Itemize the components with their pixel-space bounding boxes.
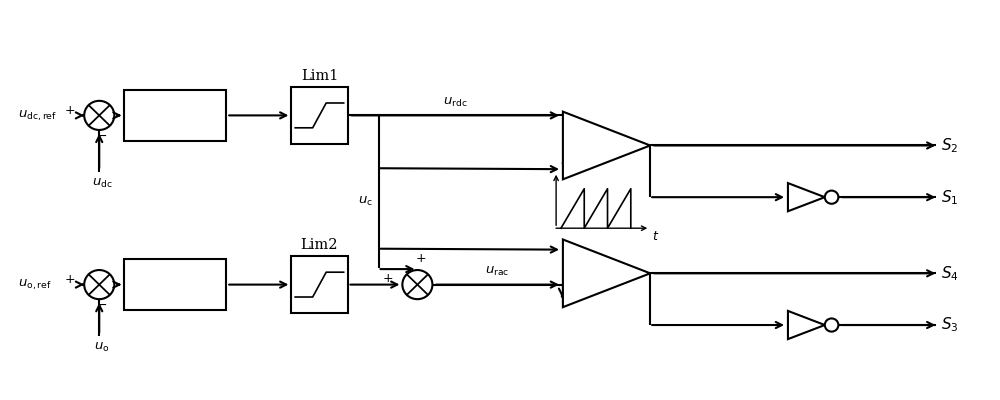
- Polygon shape: [563, 240, 650, 307]
- Text: $u_{\mathrm{dc}}$: $u_{\mathrm{dc}}$: [92, 176, 113, 190]
- Text: $S_3$: $S_3$: [941, 316, 959, 334]
- Bar: [291, 87, 348, 144]
- Text: +: +: [569, 123, 579, 136]
- Text: $u_{\mathrm{rac}}$: $u_{\mathrm{rac}}$: [485, 265, 510, 278]
- Polygon shape: [563, 112, 650, 179]
- Text: +: +: [569, 283, 579, 296]
- Text: +: +: [383, 272, 394, 286]
- Text: $G_{\mathrm{udc}}(s)$: $G_{\mathrm{udc}}(s)$: [153, 107, 198, 124]
- Circle shape: [825, 318, 838, 332]
- Text: +: +: [65, 274, 75, 286]
- Text: $-$: $-$: [96, 298, 107, 311]
- Text: $-$: $-$: [569, 155, 580, 168]
- Text: $u_{\mathrm{o}}$: $u_{\mathrm{o}}$: [94, 341, 110, 354]
- Text: $S_1$: $S_1$: [941, 188, 959, 206]
- Text: $u_{\mathrm{dc,ref}}$: $u_{\mathrm{dc,ref}}$: [18, 108, 57, 122]
- Text: $-$: $-$: [96, 129, 107, 142]
- Text: +: +: [65, 104, 75, 117]
- Bar: [124, 90, 226, 141]
- Bar: [124, 259, 226, 310]
- Bar: [291, 256, 348, 313]
- Text: $u_{\mathrm{c}}$: $u_{\mathrm{c}}$: [560, 157, 574, 170]
- Text: +: +: [416, 252, 427, 265]
- Polygon shape: [788, 311, 825, 339]
- Text: $-$: $-$: [569, 251, 580, 264]
- Text: $S_4$: $S_4$: [941, 264, 959, 283]
- Text: Lim2: Lim2: [301, 238, 338, 252]
- Text: $u_{\mathrm{c}}$: $u_{\mathrm{c}}$: [358, 195, 373, 208]
- Text: $u_{\mathrm{rdc}}$: $u_{\mathrm{rdc}}$: [443, 96, 468, 109]
- Text: $G_{\mathrm{uo}}(s)$: $G_{\mathrm{uo}}(s)$: [155, 276, 196, 293]
- Text: $t$: $t$: [652, 230, 659, 243]
- Circle shape: [825, 190, 838, 204]
- Text: $S_2$: $S_2$: [941, 136, 959, 155]
- Text: $u_{\mathrm{o,ref}}$: $u_{\mathrm{o,ref}}$: [18, 278, 52, 292]
- Polygon shape: [788, 183, 825, 211]
- Text: Lim1: Lim1: [301, 68, 338, 82]
